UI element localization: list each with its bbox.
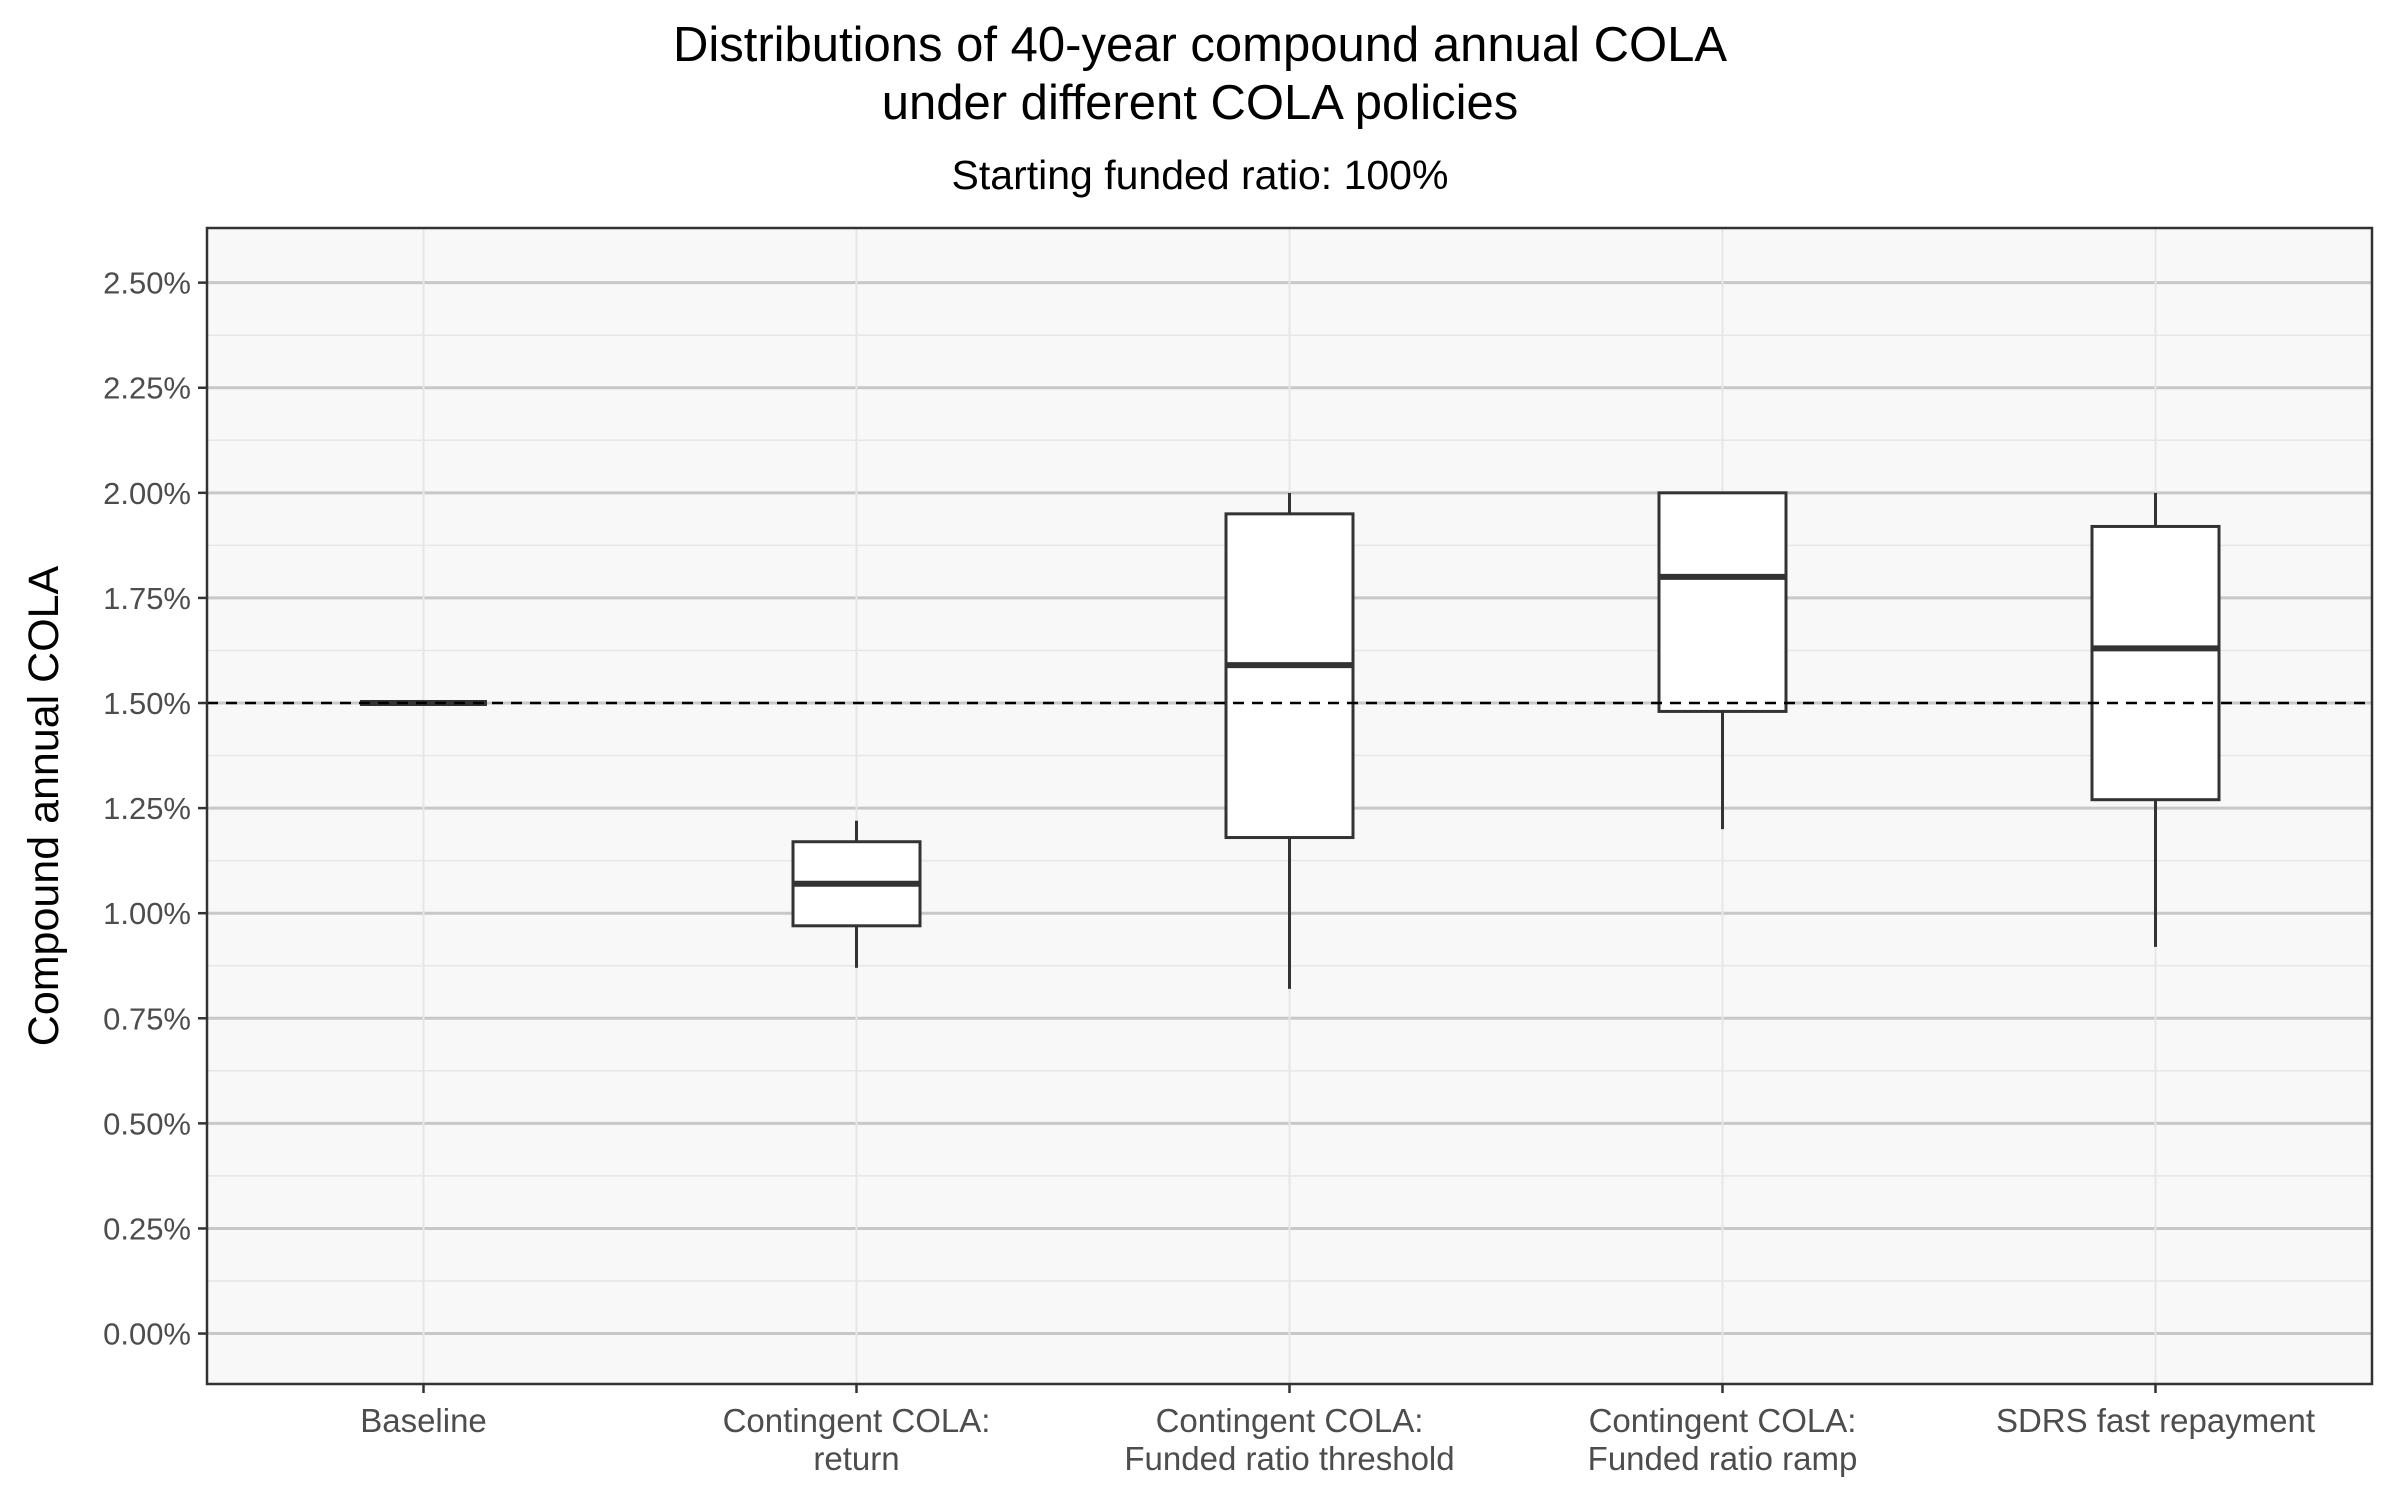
- box-1: [791, 820, 922, 968]
- y-tick-label: 1.25%: [103, 791, 191, 826]
- iqr-box: [1224, 512, 1355, 840]
- chart-title-line-2: under different COLA policies: [881, 76, 1519, 130]
- x-tick-label-line: Contingent COLA:: [1156, 1402, 1424, 1439]
- y-tick-label: 2.00%: [103, 476, 191, 511]
- x-tick-label-line: Funded ratio ramp: [1588, 1440, 1858, 1477]
- x-tick-label-line: return: [813, 1440, 899, 1477]
- y-axis-title: Compound annual COLA: [20, 565, 68, 1046]
- y-tick-label: 0.50%: [103, 1106, 191, 1141]
- x-tick-label: Contingent COLA: return: [723, 1402, 991, 1477]
- y-tick-label: 1.00%: [103, 896, 191, 931]
- y-tick-label: 1.50%: [103, 686, 191, 721]
- x-tick-label-line: Contingent COLA:: [723, 1402, 991, 1439]
- x-tick-label-line: Contingent COLA:: [1589, 1402, 1857, 1439]
- x-tick-label: Contingent COLA: Funded ratio threshold: [1124, 1402, 1454, 1477]
- x-tick-label: Contingent COLA: Funded ratio ramp: [1588, 1402, 1858, 1477]
- iqr-box: [2090, 524, 2221, 802]
- box-3: [1657, 491, 1788, 830]
- chart-title-line-1: Distributions of 40-year compound annual…: [672, 18, 1728, 72]
- x-tick-label-line: SDRS fast repayment: [1996, 1402, 2315, 1439]
- y-axis-ticks: 0.00% 0.25% 0.50% 0.75% 1.00% 1.25% 1.50% 1.75%…: [103, 266, 207, 1352]
- y-tick-label: 0.00%: [103, 1317, 191, 1352]
- y-tick-label: 2.25%: [103, 371, 191, 406]
- chart-subtitle: Starting funded ratio: 100%: [951, 152, 1449, 198]
- x-tick-label: SDRS fast repayment: [1996, 1402, 2315, 1439]
- box-layer: [360, 491, 2221, 989]
- x-axis-ticks: Baseline Contingent COLA: returnContingent…: [360, 1384, 2315, 1477]
- box-2: [1224, 492, 1355, 989]
- iqr-box: [1657, 491, 1788, 713]
- x-tick-label-line: Funded ratio threshold: [1124, 1440, 1454, 1477]
- y-tick-label: 1.75%: [103, 581, 191, 616]
- y-tick-label: 0.75%: [103, 1001, 191, 1036]
- box-4: [2090, 492, 2221, 947]
- x-tick-label-line: Baseline: [360, 1402, 487, 1439]
- y-tick-label: 0.25%: [103, 1211, 191, 1246]
- y-tick-label: 2.50%: [103, 266, 191, 301]
- x-tick-label: Baseline: [360, 1402, 487, 1439]
